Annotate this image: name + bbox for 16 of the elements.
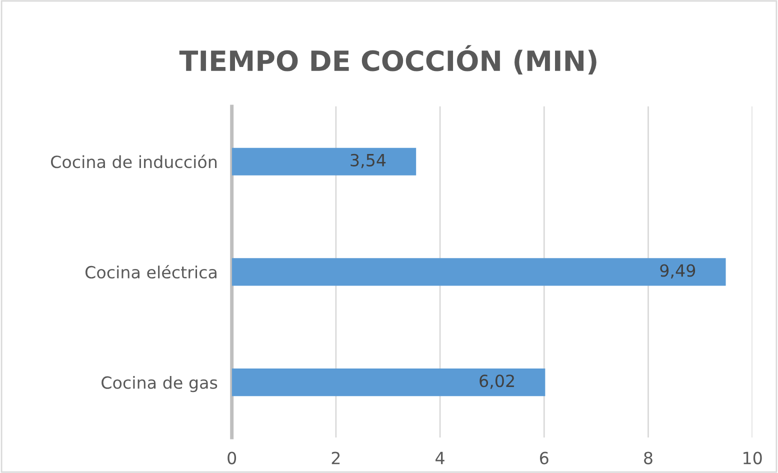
chart-title: TIEMPO DE COCCIÓN (MIN) — [179, 45, 596, 75]
y-tick-label: Cocina de gas — [102, 376, 218, 392]
data-label: 6,02 — [480, 374, 514, 389]
x-tick-label: 6 — [540, 452, 548, 464]
x-tick-label: 8 — [644, 452, 652, 464]
x-tick-label: 2 — [332, 452, 340, 464]
y-tick-label: Cocina eléctrica — [85, 264, 216, 279]
x-tick-label: 4 — [436, 452, 444, 464]
y-tick-label: Cocina de inducción — [51, 154, 217, 168]
data-label: 3,54 — [350, 154, 386, 168]
bar — [232, 368, 546, 396]
x-tick-label: 10 — [744, 452, 762, 464]
x-tick-label: 0 — [228, 452, 236, 464]
bar — [232, 258, 726, 286]
data-label: 9,49 — [660, 264, 696, 279]
bar — [232, 148, 416, 176]
